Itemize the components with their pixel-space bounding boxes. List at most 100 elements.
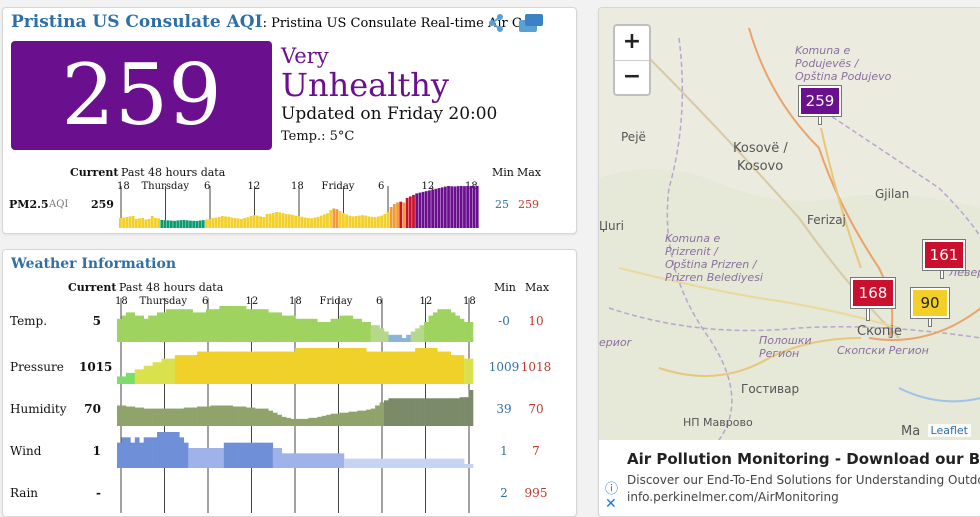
weather-bar [214, 309, 220, 342]
weather-bar [348, 411, 354, 426]
aqi-bar [300, 216, 304, 228]
marker-259[interactable]: 259 [799, 86, 841, 116]
share-icon[interactable] [486, 12, 508, 32]
weather-bar [424, 322, 429, 342]
aqi-bar [122, 217, 125, 228]
aqi-bar [217, 217, 221, 228]
weather-bar [335, 413, 340, 426]
weather-bar [410, 351, 416, 384]
weather-bar [450, 398, 456, 426]
weather-bar [446, 351, 452, 384]
past-header: Past 48 hours data [121, 166, 226, 179]
aqi-bar [182, 220, 186, 228]
weather-bar [117, 318, 122, 342]
weather-bar [183, 309, 189, 342]
park-mavrovo: НП Маврово [683, 416, 753, 429]
aqi-bar [144, 219, 148, 228]
tick-label: 6 [376, 296, 383, 307]
pm25-history-chart[interactable] [119, 186, 487, 230]
weather-bar [179, 408, 185, 426]
ad-banner[interactable]: Air Pollution Monitoring - Download our … [599, 440, 980, 516]
weather-bar [419, 348, 425, 384]
region-prizren-label: Komuna e Prizrenit / Opština Prizren / P… [665, 232, 763, 284]
weather-bar [281, 315, 287, 342]
weather-history-charts[interactable] [117, 298, 477, 513]
weather-bar [312, 417, 318, 426]
marker-161[interactable]: 161 [923, 240, 965, 270]
weather-bar [143, 408, 149, 426]
weather-bar [237, 442, 242, 468]
weather-bar [228, 405, 233, 426]
weather-bar [268, 410, 274, 426]
zoom-in-button[interactable]: + [615, 26, 649, 61]
weather-bar [384, 400, 389, 426]
weather-title: Weather Information [11, 256, 177, 272]
zoom-out-button[interactable]: − [622, 64, 642, 89]
ad-title[interactable]: Air Pollution Monitoring - Download our … [627, 450, 980, 468]
weather-bar [464, 358, 469, 384]
weather-bar [379, 458, 385, 468]
weather-bar [455, 398, 460, 426]
marker-168-value: 168 [858, 284, 888, 302]
weather-bar [117, 442, 122, 468]
weather-bar [352, 458, 358, 468]
weather-bar [161, 312, 167, 342]
weather-bar [361, 458, 367, 468]
aqi-bar [150, 216, 154, 228]
station-map[interactable]: + − Komuna e Podujevës / Opština Podujev… [599, 8, 980, 441]
min-header: Min [492, 166, 514, 179]
weather-bar [361, 322, 367, 342]
weather-bar [308, 453, 314, 468]
weather-bar [277, 312, 282, 342]
pm25-label[interactable]: PM2.5 [9, 198, 49, 211]
weather-bar [437, 398, 443, 426]
weather-bar [464, 464, 469, 468]
weather-bar [410, 458, 416, 468]
weather-bar [459, 355, 465, 384]
aqi-bar [287, 214, 291, 228]
weather-bar [375, 351, 380, 384]
weather-bar [192, 355, 198, 384]
map-edge-label-ma: Ма [901, 424, 921, 439]
weather-bar [370, 408, 376, 426]
weather-bar [299, 348, 305, 384]
tick-label: 12 [247, 181, 261, 192]
aqi-bar [402, 202, 406, 228]
weather-bar [468, 390, 474, 426]
leaflet-attribution[interactable]: Leaflet [927, 424, 971, 437]
weather-bar [179, 355, 185, 384]
aqi-bar [367, 216, 371, 228]
aqi-value: 259 [61, 46, 222, 144]
marker-161-value: 161 [929, 246, 959, 264]
weather-bar [392, 458, 398, 468]
station-name[interactable]: Pristina US Consulate AQI [11, 12, 263, 32]
ad-close-icon[interactable]: ✕ [605, 496, 617, 512]
region-podujevo-label: Komuna e Podujevës / Opština Podujevo [795, 44, 892, 83]
aqi-bar [205, 219, 208, 228]
marker-90[interactable]: 90 [911, 288, 949, 318]
aqi-bar [138, 218, 141, 228]
ad-info-icon[interactable]: ⓘ [605, 482, 619, 497]
marker-168[interactable]: 168 [851, 278, 895, 308]
weather-panel: Weather Information Current Past 48 hour… [2, 249, 577, 517]
map-terrain [599, 8, 980, 441]
aqi-bar [412, 194, 415, 228]
ad-url[interactable]: info.perkinelmer.com/AirMonitoring [627, 490, 839, 504]
weather-bar [308, 318, 314, 342]
weather-bar [370, 458, 376, 468]
weather-bar [241, 442, 247, 468]
aqi-bar [380, 215, 384, 228]
country-kosovo: Kosovo [737, 159, 784, 174]
weather-bar [401, 338, 407, 342]
weather-bar [335, 348, 340, 384]
aqi-bar [396, 202, 399, 228]
aqi-bar [329, 210, 333, 228]
weather-bar [357, 348, 363, 384]
aqi-bar [348, 215, 352, 228]
weather-bar [326, 453, 331, 468]
embed-widget-icon[interactable] [517, 12, 543, 32]
weather-bar [281, 453, 287, 468]
weather-bar [388, 351, 394, 384]
weather-bar [410, 331, 416, 342]
weather-bar [259, 442, 265, 468]
